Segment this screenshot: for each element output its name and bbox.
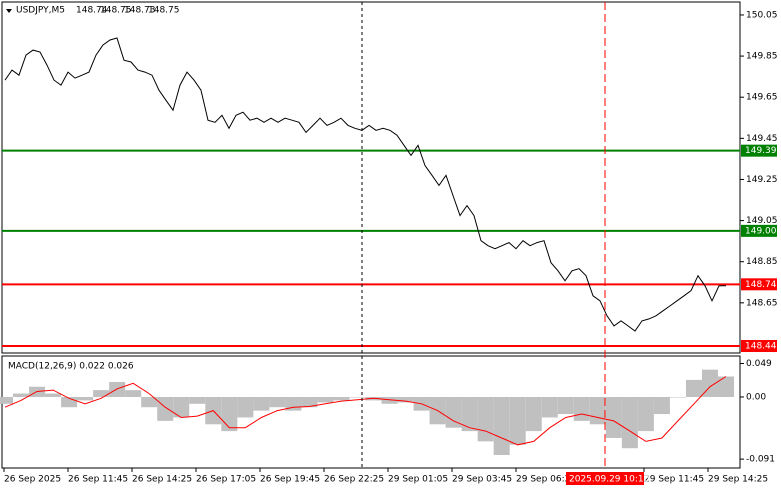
- y-tick-label: 149.45: [746, 134, 778, 144]
- macd-bar: [557, 396, 574, 415]
- level-label: 148.44: [745, 342, 777, 352]
- macd-bar: [397, 396, 414, 403]
- cursor-label: 2025.09.29 10:10: [569, 475, 650, 485]
- y-tick-label: 149.85: [746, 52, 778, 62]
- macd-bar: [493, 396, 510, 456]
- macd-bar: [685, 379, 702, 397]
- x-tick-label: 26 Sep 14:25: [132, 475, 192, 485]
- macd-bar: [317, 396, 334, 403]
- macd-bar: [253, 396, 270, 411]
- macd-bar: [637, 396, 654, 432]
- ohlc-value: 148.75: [100, 6, 132, 16]
- y-tick-label: 148.65: [746, 298, 778, 308]
- macd-bar: [461, 396, 478, 432]
- price-line: [4, 37, 726, 332]
- macd-bar: [141, 396, 158, 408]
- macd-bar: [573, 396, 590, 421]
- y-tick-label: 149.05: [746, 216, 778, 226]
- macd-bar: [717, 376, 735, 397]
- macd-bar: [701, 369, 718, 397]
- macd-bar: [349, 396, 366, 398]
- y-tick-label: 0.049: [746, 359, 772, 369]
- x-tick-label: 26 Sep 2025: [4, 475, 61, 485]
- symbol: USDJPY,M5: [16, 6, 65, 16]
- macd-bar: [93, 390, 110, 397]
- macd-bar: [621, 396, 638, 449]
- macd-bar: [125, 390, 142, 397]
- macd-bar: [525, 396, 542, 432]
- level-label: 149.00: [745, 226, 777, 236]
- macd-bar: [61, 396, 78, 408]
- macd-frame: [1, 355, 741, 469]
- ohlc-value: 148.74: [76, 6, 108, 16]
- macd-bar: [221, 396, 238, 432]
- macd-bar: [477, 396, 494, 442]
- x-tick-label: 26 Sep 19:45: [260, 475, 320, 485]
- y-tick-label: 149.25: [746, 175, 778, 185]
- macd-bar: [509, 396, 526, 445]
- macd-bar: [333, 396, 350, 401]
- macd-bar: [189, 396, 206, 404]
- macd-bar: [157, 396, 174, 421]
- macd-label: MACD(12,26,9) 0.022 0.026: [8, 362, 134, 372]
- level-label: 148.74: [745, 280, 777, 290]
- macd-bar: [237, 396, 254, 418]
- x-tick-label: 26 Sep 11:45: [68, 475, 128, 485]
- macd-bar: [301, 396, 318, 408]
- x-tick-label: 29 Sep 01:05: [388, 475, 448, 485]
- y-tick-label: 150.05: [746, 10, 778, 20]
- macd-bar: [381, 396, 398, 404]
- macd-bar: [669, 396, 686, 398]
- macd-bar: [653, 396, 670, 415]
- x-tick-label: 29 Sep 03:45: [452, 475, 512, 485]
- macd-bar: [0, 396, 14, 404]
- cursor-label-box: [566, 472, 644, 485]
- level-label-box: [741, 278, 777, 291]
- macd-bar: [109, 381, 126, 397]
- macd-bar: [173, 396, 190, 418]
- macd-bar: [605, 396, 622, 438]
- level-label-box: [741, 340, 777, 353]
- ohlc-value: 148.75: [148, 6, 180, 16]
- plot-layer: [0, 37, 740, 456]
- macd-bar: [45, 393, 62, 397]
- x-tick-label: 26 Sep 22:25: [324, 475, 384, 485]
- ohlc-value: 148.73: [124, 6, 156, 16]
- macd-bar: [589, 396, 606, 425]
- y-tick-label: 148.85: [746, 257, 778, 267]
- x-tick-label: 26 Sep 17:05: [196, 475, 256, 485]
- macd-bar: [541, 396, 558, 418]
- y-tick-label: -0.091: [746, 455, 775, 465]
- y-tick-label: 0.00: [746, 392, 766, 402]
- x-tick-label: 29 Sep 11:45: [644, 475, 704, 485]
- macd-bar: [445, 396, 462, 428]
- macd-bar: [269, 396, 286, 408]
- x-tick-label: 29 Sep 14:25: [708, 475, 768, 485]
- level-label-box: [741, 224, 777, 237]
- macd-bar: [13, 393, 30, 397]
- level-label: 149.39: [745, 146, 777, 156]
- x-tick-label: 29 Sep 06:25: [516, 475, 576, 485]
- level-label-box: [741, 144, 777, 157]
- macd-bar: [77, 396, 94, 401]
- menu-arrow: [6, 9, 12, 13]
- macd-signal: [4, 376, 727, 446]
- y-tick-label: 149.65: [746, 93, 778, 103]
- main-frame: [1, 1, 741, 354]
